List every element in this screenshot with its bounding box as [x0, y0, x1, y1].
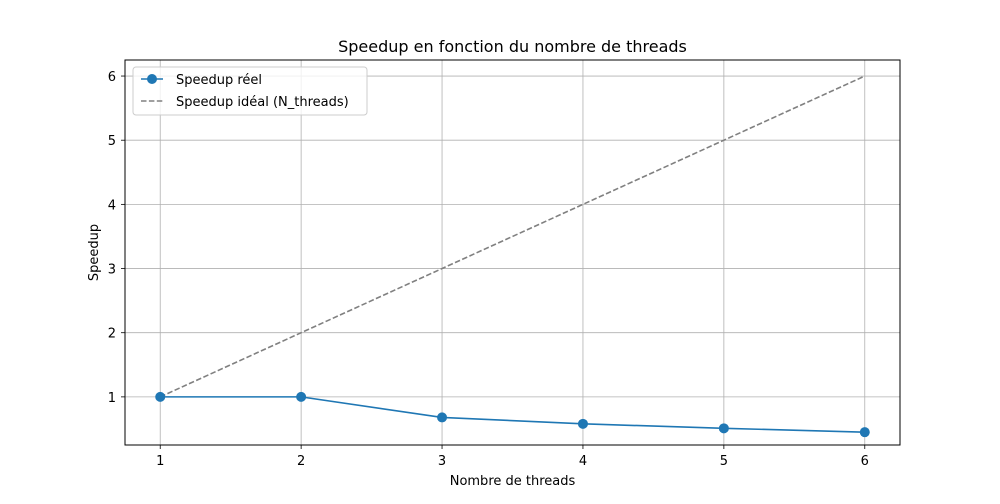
y-tick-label: 3 [108, 263, 116, 278]
y-axis-label: Speedup [87, 224, 102, 281]
ticks: 1 2 3 4 5 6 1 2 3 4 5 6 [108, 70, 869, 469]
legend-box [132, 66, 368, 116]
x-axis-label: Nombre de threads [450, 474, 576, 489]
legend: Speedup réel Speedup idéal (N_threads) [132, 66, 368, 116]
y-tick-label: 1 [108, 391, 116, 406]
legend-label-ideal: Speedup idéal (N_threads) [176, 95, 349, 110]
legend-label-real: Speedup réel [176, 73, 262, 88]
x-tick-label: 6 [861, 454, 869, 469]
y-tick-label: 2 [108, 327, 116, 342]
x-tick-label: 1 [156, 454, 164, 469]
series-line-ideal [159, 75, 866, 398]
x-tick-label: 5 [720, 454, 728, 469]
y-tick-label: 5 [108, 134, 116, 149]
x-tick-label: 4 [579, 454, 587, 469]
x-tick-label: 3 [438, 454, 446, 469]
x-tick-label: 2 [297, 454, 305, 469]
y-tick-label: 6 [108, 70, 116, 85]
data-point-real [577, 418, 588, 429]
data-point-real [437, 412, 448, 423]
legend-marker-real [147, 74, 157, 84]
data-point-real [155, 391, 166, 402]
chart-title: Speedup en fonction du nombre de threads [338, 37, 687, 56]
y-tick-label: 4 [108, 198, 116, 213]
series-line-real [160, 396, 865, 433]
data-point-real [859, 427, 870, 438]
data-point-real [718, 423, 729, 434]
data-point-real [296, 391, 307, 402]
series-layer [155, 75, 870, 438]
axes-frame [124, 59, 901, 446]
grid [125, 60, 900, 445]
